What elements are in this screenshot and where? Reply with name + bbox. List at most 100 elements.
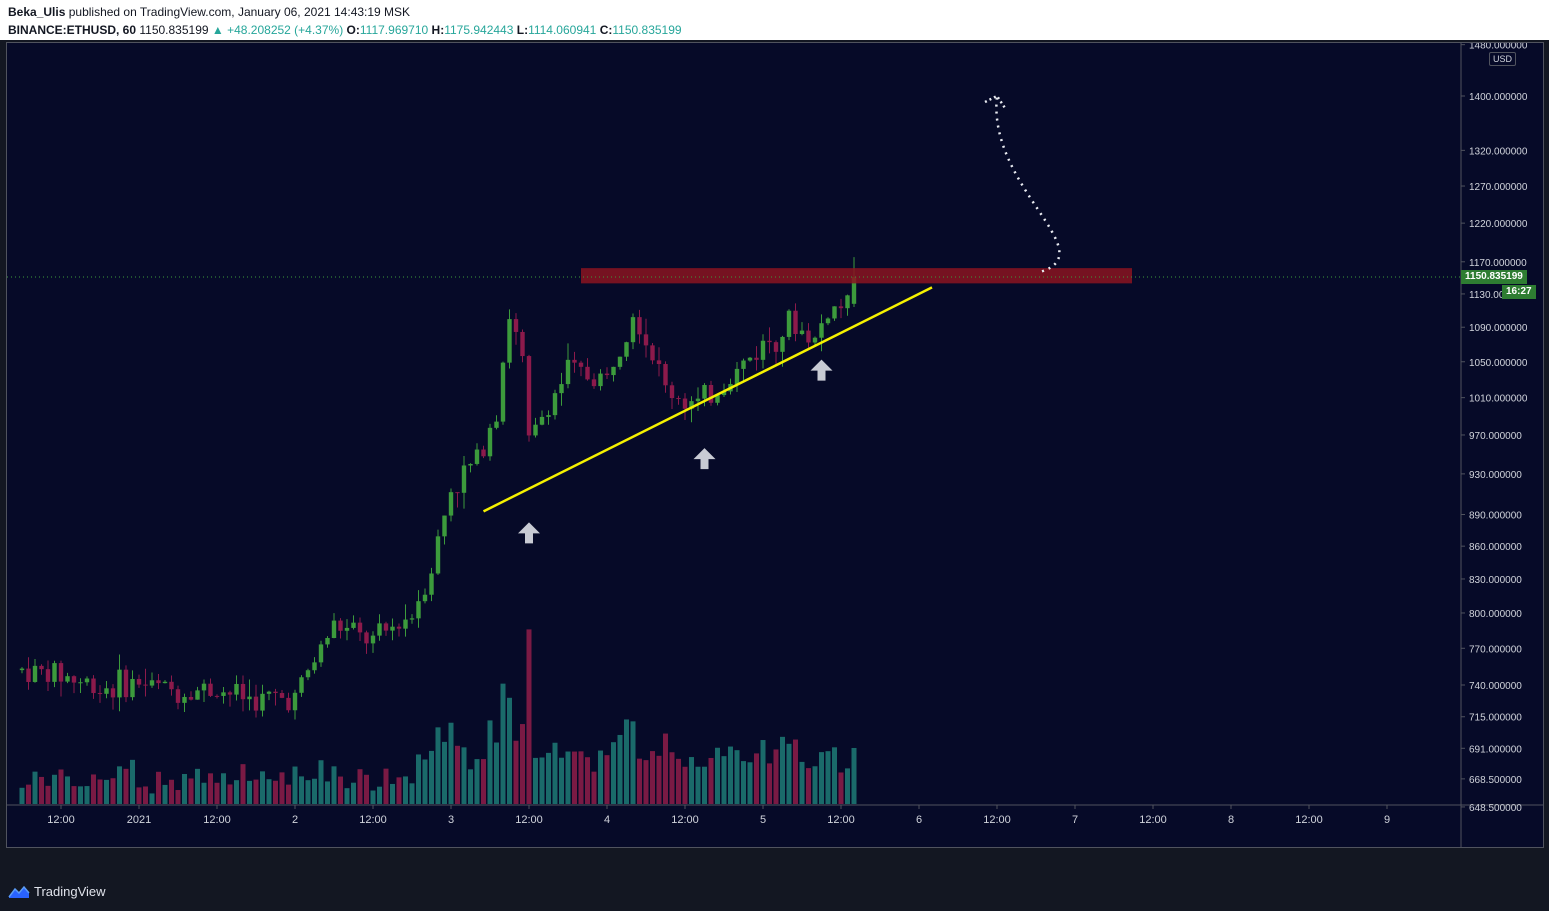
chart-header: Beka_Ulis published on TradingView.com, … bbox=[0, 0, 1549, 40]
volume-bar bbox=[253, 779, 259, 804]
volume-bar bbox=[604, 755, 610, 804]
volume-bar bbox=[767, 763, 772, 804]
tradingview-brand[interactable]: TradingView bbox=[34, 884, 106, 899]
volume-bar bbox=[351, 782, 356, 804]
candle-body bbox=[84, 678, 90, 683]
candle-body bbox=[45, 669, 51, 682]
ohlc-legend: BINANCE:ETHUSD, 60 1150.835199 ▲ +48.208… bbox=[8, 23, 682, 37]
candle-body bbox=[26, 668, 31, 682]
volume-bar bbox=[721, 756, 727, 804]
published-text: published on TradingView.com, January 06… bbox=[68, 5, 411, 19]
time-tick-label: 12:00 bbox=[1139, 814, 1167, 826]
volume-bar bbox=[396, 777, 402, 804]
volume-bar bbox=[624, 719, 629, 804]
volume-bar bbox=[689, 757, 694, 804]
candle-body bbox=[65, 676, 70, 682]
price-tick-label: 970.000000 bbox=[1469, 431, 1522, 442]
volume-bar bbox=[136, 787, 142, 804]
candle-body bbox=[689, 401, 694, 409]
price-tick-label: 770.000000 bbox=[1469, 644, 1522, 655]
support-trendline bbox=[482, 286, 933, 513]
price-tick-label: 691.000000 bbox=[1469, 744, 1522, 755]
candle-body bbox=[253, 696, 259, 711]
candle-body bbox=[305, 670, 311, 678]
resistance-zone bbox=[581, 268, 1132, 284]
candle-body bbox=[201, 683, 207, 691]
candle-body bbox=[630, 317, 636, 343]
volume-bar bbox=[572, 751, 577, 804]
price-tick-label: 648.500000 bbox=[1469, 803, 1522, 814]
price-tick-label: 890.000000 bbox=[1469, 510, 1522, 521]
close-label: C: bbox=[599, 23, 613, 37]
volume-bar bbox=[39, 776, 44, 804]
time-tick-label: 7 bbox=[1072, 814, 1078, 826]
volume-bar bbox=[84, 786, 90, 804]
candle-body bbox=[838, 306, 844, 309]
projection-arrowhead-icon bbox=[984, 94, 1007, 109]
candle-body bbox=[377, 623, 382, 636]
volume-bar bbox=[786, 743, 792, 804]
volume-bar bbox=[104, 779, 109, 804]
price-tick-label: 1010.000000 bbox=[1469, 394, 1528, 405]
candle-body bbox=[767, 340, 772, 343]
high-value: 1175.942443 bbox=[444, 23, 514, 37]
volume-bar bbox=[474, 759, 480, 804]
candle-body bbox=[52, 663, 57, 682]
price-axis[interactable]: 1480.000000 1400.000000 1320.000000 1270.00… bbox=[1461, 43, 1528, 814]
time-tick-label: 12:00 bbox=[359, 814, 387, 826]
volume-bar bbox=[533, 757, 538, 804]
volume-bar bbox=[708, 757, 714, 804]
time-axis[interactable]: 12:00 2021 12:00 2 12:00 3 12:00 4 12:00 5 12:00 6 1… bbox=[47, 805, 1390, 826]
volume-bar bbox=[32, 771, 38, 804]
volume-bar bbox=[435, 727, 441, 804]
volume-bar bbox=[494, 742, 499, 804]
candle-body bbox=[539, 416, 545, 425]
author-name[interactable]: Beka_Ulis bbox=[8, 5, 66, 19]
volume-bar bbox=[182, 773, 187, 804]
price-tick-label: 930.000000 bbox=[1469, 470, 1522, 481]
volume-bar bbox=[591, 771, 597, 804]
candle-body bbox=[455, 492, 460, 494]
price-tick-label: 800.000000 bbox=[1469, 609, 1522, 620]
price-tick-label: 1170.000000 bbox=[1469, 258, 1527, 269]
candle-body bbox=[591, 379, 597, 387]
symbol-label[interactable]: BINANCE:ETHUSD, 60 bbox=[8, 23, 137, 37]
candle-body bbox=[383, 623, 389, 631]
volume-bar bbox=[221, 773, 226, 804]
volume-bar bbox=[734, 750, 740, 804]
candle-body bbox=[559, 384, 564, 394]
candle-body bbox=[396, 626, 402, 629]
volume-bars bbox=[19, 629, 857, 804]
candle-body bbox=[721, 391, 727, 396]
volume-bar bbox=[325, 781, 330, 804]
volume-bar bbox=[78, 786, 83, 804]
currency-badge[interactable]: USD bbox=[1489, 52, 1517, 66]
candle-body bbox=[364, 632, 369, 644]
volume-bar bbox=[45, 785, 51, 804]
time-tick-label: 12:00 bbox=[827, 814, 855, 826]
candle-body bbox=[819, 323, 824, 338]
volume-bar bbox=[669, 752, 675, 804]
candle-body bbox=[370, 635, 376, 644]
candle-body bbox=[851, 277, 857, 304]
volume-bar bbox=[552, 742, 558, 804]
price-chart[interactable]: 1480.000000 1400.000000 1320.000000 1270.00… bbox=[7, 43, 1544, 848]
candle-body bbox=[266, 691, 272, 694]
tradingview-logo-icon[interactable] bbox=[8, 885, 30, 899]
candle-body bbox=[494, 421, 499, 428]
volume-bar bbox=[292, 766, 298, 804]
time-tick-label: 2 bbox=[292, 814, 298, 826]
volume-bar bbox=[247, 780, 252, 804]
candle-body bbox=[240, 683, 246, 700]
low-label: L: bbox=[516, 23, 529, 37]
candle-body bbox=[409, 618, 415, 620]
time-tick-label: 9 bbox=[1384, 814, 1390, 826]
candle-body bbox=[208, 683, 213, 696]
volume-bar bbox=[812, 766, 818, 804]
volume-bar bbox=[630, 721, 636, 804]
candle-body bbox=[91, 678, 96, 694]
volume-bar bbox=[682, 766, 688, 804]
candle-body bbox=[526, 356, 532, 436]
volume-bar bbox=[110, 778, 116, 804]
candle-body bbox=[221, 692, 226, 696]
